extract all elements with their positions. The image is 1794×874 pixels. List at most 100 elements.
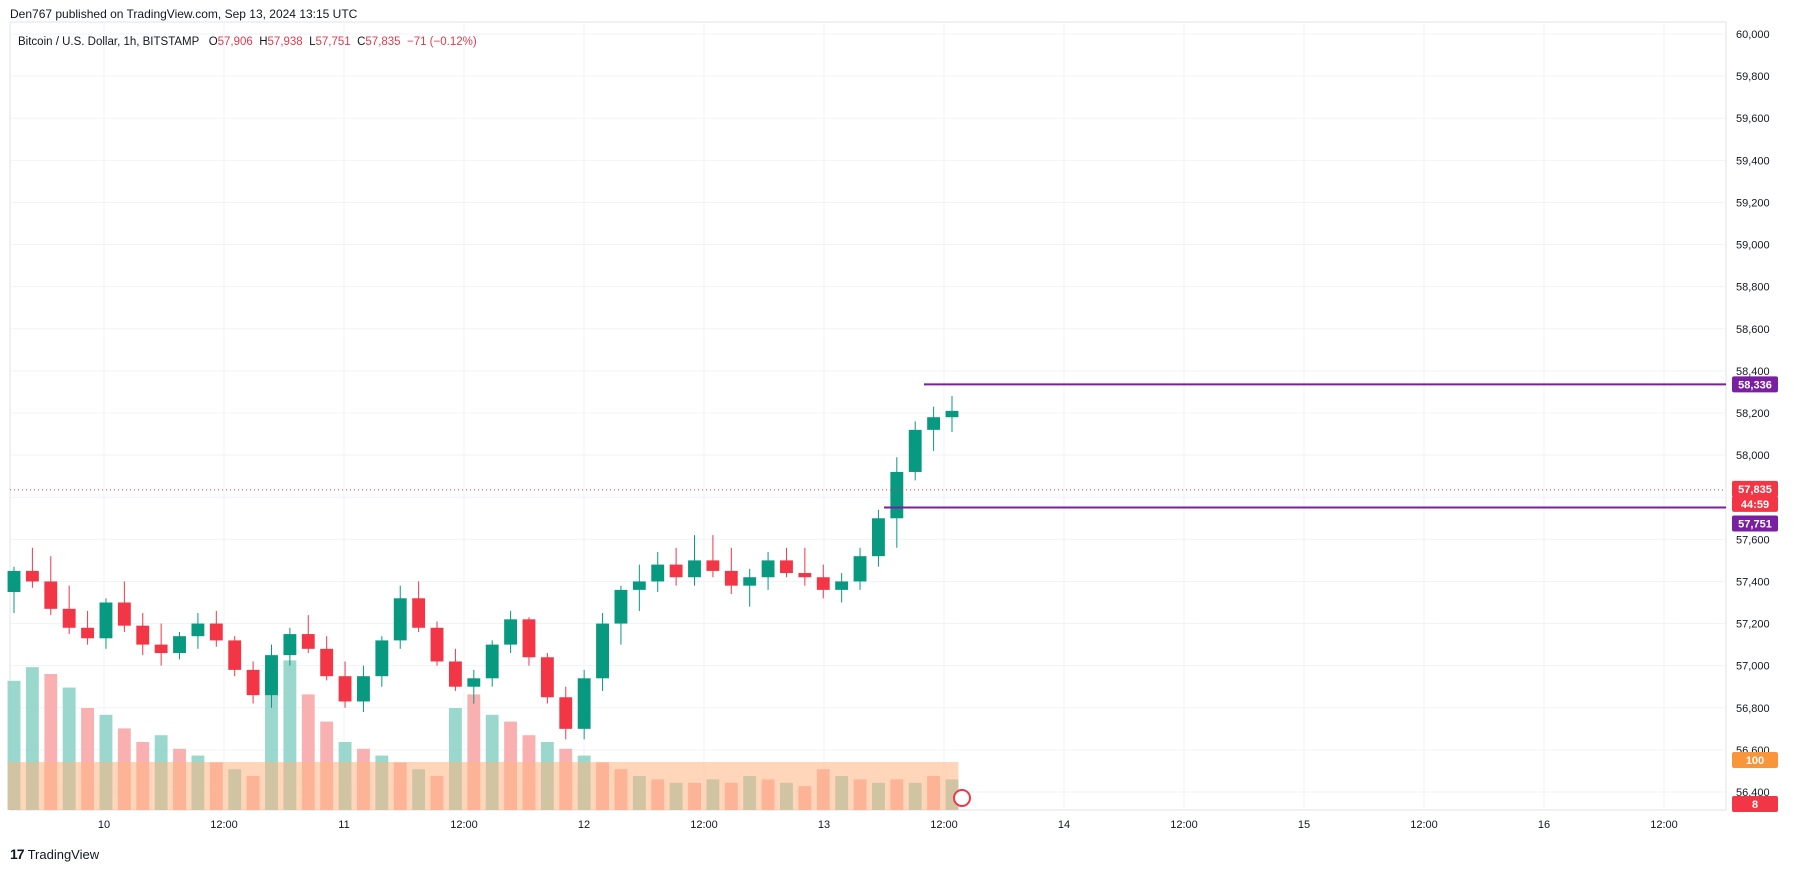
candle-down [816, 577, 830, 590]
y-tick-label: 59,800 [1736, 71, 1770, 83]
candle-down [320, 648, 334, 677]
candle-down [798, 573, 812, 578]
y-tick-label: 59,200 [1736, 197, 1770, 209]
y-tick-label: 57,000 [1736, 661, 1770, 673]
high-value: 57,938 [267, 36, 303, 48]
candle-up [7, 570, 21, 592]
y-tick-label: 59,400 [1736, 155, 1770, 167]
x-tick-label: 12:00 [930, 819, 958, 831]
x-tick-label: 12:00 [1410, 819, 1438, 831]
candle-up [651, 564, 665, 582]
y-tick-label: 56,800 [1736, 703, 1770, 715]
candle-up [614, 589, 628, 624]
y-tick-label: 57,600 [1736, 534, 1770, 546]
candle-down [448, 661, 462, 687]
candle-down [44, 581, 58, 609]
candle-up [191, 623, 205, 637]
current-price-label-bg [1732, 480, 1778, 497]
candle-up [283, 634, 297, 656]
volume-ma-label-bg [1732, 752, 1778, 768]
open-value: 57,906 [217, 36, 253, 48]
x-tick-label: 12:00 [690, 819, 718, 831]
candle-down [228, 640, 242, 670]
candle-down [780, 560, 793, 574]
resistance-price-label-bg [1732, 376, 1778, 393]
y-tick-label: 58,600 [1736, 324, 1770, 336]
candle-down [81, 627, 95, 639]
candle-down [338, 676, 352, 702]
countdown-label-bg [1732, 495, 1778, 512]
countdown-label: 44:59 [1741, 499, 1769, 511]
candle-down [25, 570, 39, 582]
price-labels: 58,336 57,835 44:59 57,751 100 8 [953, 376, 1778, 812]
x-tick-label: 16 [1538, 819, 1550, 831]
candle-up [908, 429, 922, 472]
x-tick-label: 12:00 [1650, 819, 1678, 831]
candle-down [724, 570, 738, 586]
candle-down [706, 560, 720, 571]
candle-up [357, 676, 370, 702]
x-tick-label: 14 [1058, 819, 1070, 831]
candle-up [99, 602, 113, 639]
symbol-legend: Bitcoin / U.S. Dollar, 1h, BITSTAMP O57,… [18, 36, 477, 48]
x-tick-label: 15 [1298, 819, 1310, 831]
low-value: 57,751 [315, 36, 351, 48]
candle-up [375, 640, 389, 677]
y-tick-label: 58,400 [1736, 366, 1770, 378]
tradingview-logo-icon: 17 [10, 846, 25, 862]
candle-down [669, 564, 683, 578]
change-value: −71 (−0.12%) [406, 36, 477, 48]
footer: 17 TradingView [10, 846, 99, 862]
candle-up [927, 417, 941, 430]
candle-down [136, 625, 150, 645]
candle-up [632, 581, 646, 590]
y-tick-label: 57,200 [1736, 619, 1770, 631]
open-label: O [208, 36, 218, 48]
candle-down [430, 627, 444, 662]
x-tick-label: 12:00 [1170, 819, 1198, 831]
y-tick-label: 58,800 [1736, 282, 1770, 294]
close-value: 57,835 [365, 36, 401, 48]
candle-up [577, 678, 591, 729]
support-price-label-bg [1732, 515, 1778, 532]
candle-up [393, 598, 407, 641]
volume-label-bg [1732, 796, 1778, 812]
volume-ma-band [7, 762, 959, 810]
candle-up [890, 471, 904, 519]
candle-down [154, 644, 168, 654]
candle-up [945, 410, 959, 418]
time-axis: 10 12:00 11 12:00 12 12:00 13 12:00 14 12:00 15 12:… [98, 819, 1678, 831]
footer-brand: TradingView [27, 846, 100, 862]
candle-down [62, 608, 76, 628]
y-tick-label: 59,000 [1736, 240, 1770, 252]
candle-up [835, 581, 849, 590]
resistance-price-label: 58,336 [1738, 379, 1772, 391]
high-label: H [259, 36, 268, 48]
candle-up [596, 623, 609, 679]
y-tick-label: 59,600 [1736, 113, 1770, 125]
candle-down [246, 669, 260, 696]
x-tick-label: 13 [818, 819, 830, 831]
candle-up [743, 577, 757, 586]
candle-down [412, 598, 426, 628]
support-price-label: 57,751 [1738, 519, 1772, 531]
price-axis: 60,000 59,800 59,600 59,400 59,200 59,000 58,8… [1736, 29, 1770, 799]
x-tick-label: 12:00 [450, 819, 478, 831]
candle-up [688, 560, 701, 578]
y-tick-label: 58,200 [1736, 408, 1770, 420]
close-label: C [357, 36, 366, 48]
candle-up [504, 619, 518, 645]
candle-down [117, 602, 131, 626]
low-label: L [309, 36, 316, 48]
candle-up [761, 560, 775, 578]
candles [7, 396, 959, 740]
x-tick-label: 12 [578, 819, 590, 831]
candle-up [173, 636, 186, 654]
candle-up [485, 644, 499, 679]
candle-up [265, 655, 278, 696]
candle-down [522, 619, 536, 658]
candle-down [559, 697, 573, 729]
candle-down [540, 657, 554, 698]
candle-up [853, 556, 867, 582]
